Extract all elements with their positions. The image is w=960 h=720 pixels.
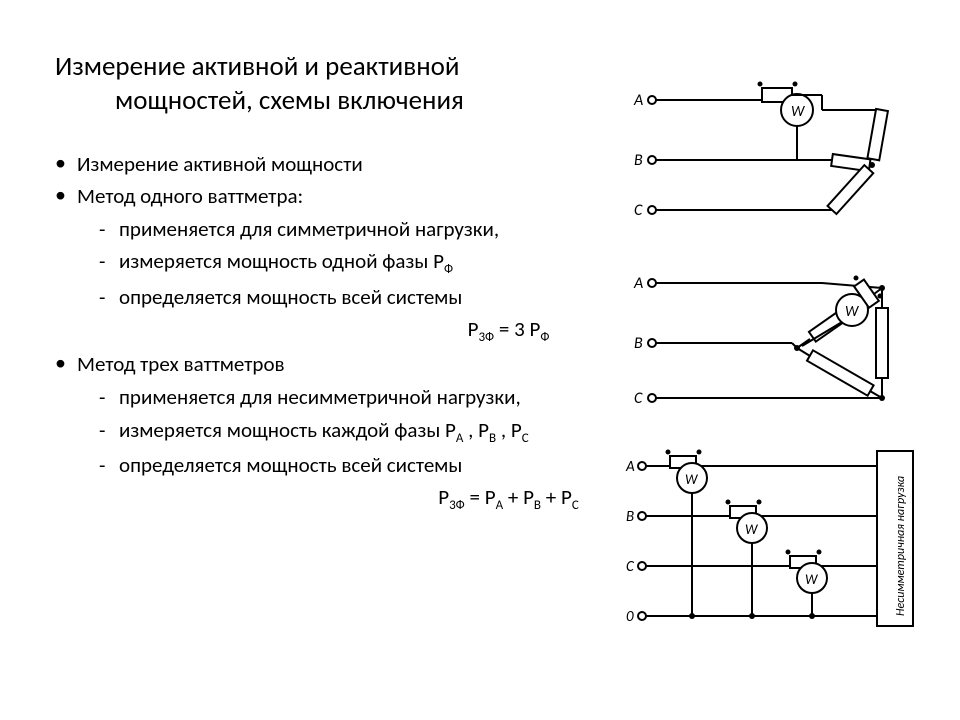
f1-lhs: P bbox=[468, 316, 479, 342]
d2-label-w: W bbox=[845, 303, 860, 321]
page-title: Измерение активной и реактивной мощносте… bbox=[55, 50, 555, 118]
method1-title-text: Метод одного ваттметра: bbox=[77, 183, 303, 209]
m2i2-mid2: , P bbox=[496, 417, 522, 443]
f2-subC: C bbox=[572, 499, 579, 514]
d3-label-a: A bbox=[625, 458, 635, 476]
method2-title-text: Метод трех ваттметров bbox=[77, 351, 285, 377]
diagrams-column: A B C W bbox=[622, 60, 932, 654]
diagram-1: A B C W bbox=[622, 60, 932, 230]
d2-label-b: B bbox=[634, 334, 643, 353]
d3-label-0: 0 bbox=[626, 608, 634, 626]
d3-w-c: W bbox=[805, 571, 819, 588]
slide: Измерение активной и реактивной мощносте… bbox=[0, 0, 960, 720]
m1i2-text: измеряется мощность одной фазы P bbox=[119, 248, 444, 274]
f2-plus2: + P bbox=[541, 484, 572, 510]
f1-mid: = 3 P bbox=[494, 316, 540, 342]
f2-subA: A bbox=[496, 499, 504, 514]
d3-w-a: W bbox=[685, 471, 699, 488]
d2-label-c: C bbox=[634, 389, 643, 408]
d3-label-b: B bbox=[626, 508, 634, 526]
d3-label-c: C bbox=[626, 558, 635, 576]
d2-label-a: A bbox=[633, 274, 643, 293]
m2i3-text: определяется мощность всей системы bbox=[119, 452, 462, 478]
title-line-1: Измерение активной и реактивной bbox=[55, 50, 459, 83]
diagram-2-svg: A B C W bbox=[622, 248, 922, 418]
d1-label-b: B bbox=[634, 151, 643, 170]
m2i2-mid1: , P bbox=[463, 417, 489, 443]
m2i1-text: применяется для несимметричной нагрузки, bbox=[119, 384, 521, 410]
d3-load-label: Несимметричная нагрузка bbox=[894, 476, 908, 616]
f2-subB: B bbox=[534, 499, 541, 514]
f2-lhs-sub: 3Ф bbox=[449, 499, 465, 514]
diagram-1-svg: A B C W bbox=[622, 60, 922, 230]
m2i2-text: измеряется мощность каждой фазы P bbox=[119, 417, 456, 443]
f2-plus1: + P bbox=[503, 484, 534, 510]
m2i2-subC: C bbox=[522, 431, 529, 446]
d3-w-b: W bbox=[745, 521, 759, 538]
f2-eq: = P bbox=[465, 484, 496, 510]
diagram-2: A B C W bbox=[622, 248, 932, 418]
m1i1-text: применяется для симметричной нагрузки, bbox=[119, 216, 499, 242]
diagram-3-svg: A B C 0 W W W Несимметричная нагрузка bbox=[622, 436, 932, 636]
m1i3-text: определяется мощность всей системы bbox=[119, 284, 462, 310]
f2-lhs: P bbox=[438, 484, 449, 510]
d1-label-c: C bbox=[634, 201, 643, 220]
diagram-3: A B C 0 W W W Несимметричная нагрузка bbox=[622, 436, 932, 636]
d1-label-w: W bbox=[791, 103, 806, 121]
d1-label-a: A bbox=[633, 91, 643, 110]
f1-lhs-sub: 3Ф bbox=[478, 330, 494, 345]
m1i2-sub: Ф bbox=[444, 262, 453, 277]
title-line-2: мощностей, схемы включения bbox=[55, 84, 464, 117]
section1-heading-text: Измерение активной мощности bbox=[77, 151, 363, 177]
f1-rhs-sub: Ф bbox=[540, 330, 549, 345]
